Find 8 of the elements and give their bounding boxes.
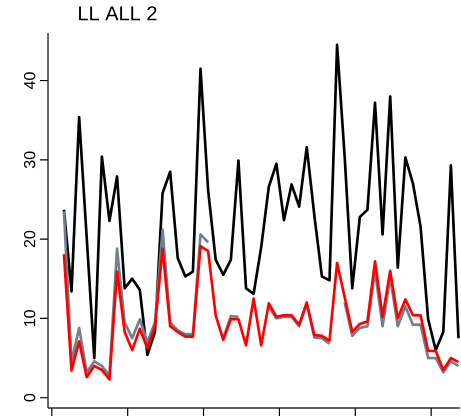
y-tick-label: 20 xyxy=(24,230,36,248)
chart-title: LL ALL 2 xyxy=(79,6,156,20)
y-tick-label: 40 xyxy=(24,72,36,90)
line-series xyxy=(62,244,460,381)
y-tick-label: 10 xyxy=(24,310,36,326)
y-tick-label: 0 xyxy=(24,394,36,402)
y-tick-label: 30 xyxy=(24,152,36,168)
line-series xyxy=(62,44,460,360)
